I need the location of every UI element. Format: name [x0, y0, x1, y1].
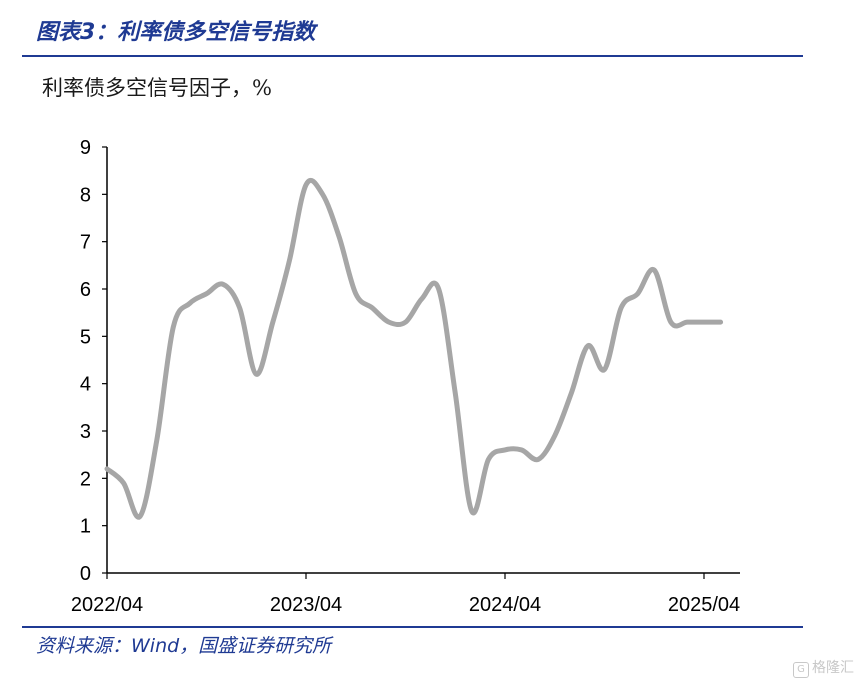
y-tick-label: 4 — [80, 374, 91, 396]
source-note: 资料来源：Wind，国盛证券研究所 — [36, 635, 332, 657]
x-tick-label: 2023/04 — [270, 594, 342, 616]
y-tick-label: 3 — [80, 421, 91, 443]
y-tick-label: 9 — [80, 137, 91, 159]
bottom-rule — [22, 626, 803, 628]
series-layer — [104, 177, 724, 520]
watermark-text: 格隆汇 — [812, 660, 854, 676]
y-tick-label: 2 — [80, 468, 91, 490]
series-line — [104, 177, 724, 520]
x-tick-label: 2024/04 — [469, 594, 541, 616]
y-tick-label: 5 — [80, 326, 91, 348]
watermark: G 格隆汇 — [793, 657, 854, 678]
watermark-logo-icon: G — [793, 662, 809, 678]
y-tick-label: 7 — [80, 232, 91, 254]
y-tick-label: 8 — [80, 184, 91, 206]
y-tick-label: 0 — [80, 563, 91, 585]
figure-title: 图表3：利率债多空信号指数 — [36, 20, 316, 45]
top-rule — [22, 55, 803, 57]
y-axis: 0 1 2 3 4 5 6 7 8 9 — [80, 137, 108, 585]
y-tick-label: 1 — [80, 516, 91, 538]
chart-subtitle: 利率债多空信号因子，% — [42, 76, 272, 100]
x-tick-label: 2022/04 — [71, 594, 143, 616]
y-tick-label: 6 — [80, 279, 91, 301]
x-tick-label: 2025/04 — [668, 594, 740, 616]
x-axis: 2022/04 2023/04 2024/04 2025/04 — [71, 572, 740, 616]
